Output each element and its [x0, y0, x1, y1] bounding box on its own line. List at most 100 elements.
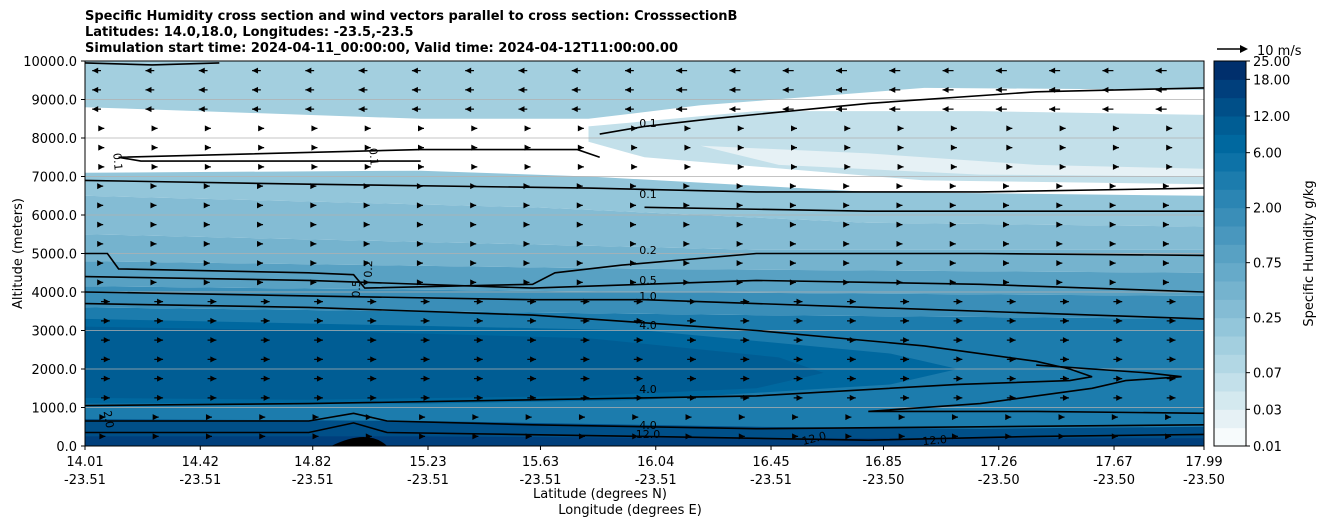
wind-arrow-r4-c14	[846, 356, 856, 363]
wind-arrow-r4-c10	[633, 356, 643, 363]
wind-arrow-r3-c8	[527, 375, 537, 382]
wind-arrow-r7-c20	[1166, 298, 1176, 305]
wind-arrow-r16-c2	[204, 125, 211, 132]
colorbar-band-12	[1214, 207, 1246, 227]
wind-arrow-r1-c0	[99, 414, 106, 421]
wind-arrow-r0-c5	[365, 433, 372, 440]
wind-arrow-r3-c16	[953, 375, 963, 382]
wind-arrow-r3-c12	[740, 375, 750, 382]
wind-arrow-r8-c3	[257, 279, 264, 286]
wind-arrow-r19-c9	[571, 67, 581, 74]
wind-arrow-r2-c15	[900, 394, 910, 401]
wind-arrow-r15-c4	[311, 144, 318, 151]
wind-arrow-r19-c7	[465, 67, 474, 74]
contour-label-6: 0.5	[639, 274, 657, 287]
wind-arrow-r13-c5	[363, 183, 370, 190]
wind-arrow-r7-c2	[207, 298, 217, 305]
wind-arrow-r2-c12	[740, 394, 750, 401]
wind-arrow-r4-c17	[1006, 356, 1016, 363]
wind-arrow-r5-c0	[100, 337, 110, 344]
contour-label-7: 0.5	[350, 280, 364, 298]
wind-arrow-r18-c10	[625, 86, 634, 93]
wind-arrow-r19-c12	[729, 67, 741, 74]
wind-arrow-r14-c15	[897, 163, 904, 170]
wind-arrow-r18-c9	[571, 86, 581, 93]
wind-arrow-r3-c13	[793, 375, 803, 382]
contour-0-1-top-left	[84, 62, 220, 66]
wind-arrow-r19-c17	[995, 67, 1007, 74]
wind-arrow-r15-c17	[1006, 144, 1013, 151]
wind-arrow-r15-c11	[684, 144, 691, 151]
wind-arrow-r18-c0	[92, 86, 101, 93]
x-tick-lat-8: 17.26	[980, 455, 1017, 470]
wind-arrow-r12-c7	[470, 202, 477, 209]
wind-arrow-r7-c10	[633, 298, 643, 305]
wind-arrow-r11-c9	[576, 221, 583, 228]
wind-arrow-r6-c15	[900, 317, 910, 324]
wind-arrow-r19-c6	[411, 67, 421, 74]
wind-arrow-r0-c2	[205, 433, 212, 440]
wind-arrow-r15-c8	[524, 144, 531, 151]
x-tick-lat-1: 14.42	[182, 455, 219, 470]
wind-arrow-r11-c19	[1109, 221, 1116, 228]
wind-arrow-r4-c2	[207, 356, 217, 363]
wind-arrow-r19-c13	[782, 67, 794, 74]
wind-arrow-r11-c15	[896, 221, 903, 228]
wind-arrow-r17-c14	[835, 106, 847, 113]
wind-arrow-r13-c13	[789, 183, 796, 190]
wind-arrow-r5-c3	[260, 337, 270, 344]
wind-arrow-r18-c19	[1102, 86, 1114, 93]
wind-arrow-r13-c15	[896, 183, 903, 190]
wind-arrow-r4-c5	[367, 356, 377, 363]
wind-arrow-r13-c19	[1109, 183, 1116, 190]
wind-arrow-r6-c18	[1060, 317, 1069, 324]
wind-arrow-r9-c2	[203, 260, 210, 267]
wind-arrow-r19-c18	[1049, 67, 1061, 74]
wind-arrow-r1-c18	[1058, 414, 1065, 421]
x-tick-lon-2: -23.51	[292, 473, 334, 488]
wind-arrow-r18-c15	[889, 86, 901, 93]
wind-arrow-r5-c6	[420, 337, 430, 344]
wind-arrow-r11-c4	[310, 221, 317, 228]
colorbar-band-14	[1214, 171, 1246, 190]
wind-arrow-r12-c4	[310, 202, 317, 209]
wind-arrow-r10-c11	[683, 240, 690, 247]
wind-arrow-r17-c1	[145, 106, 155, 113]
wind-arrow-r4-c16	[953, 356, 963, 363]
colorbar-label-5: 2.00	[1253, 202, 1282, 217]
colorbar-title: Specific Humidity g/kg	[1302, 180, 1317, 326]
wind-arrow-r4-c4	[314, 356, 323, 363]
wind-arrow-r9-c3	[257, 260, 264, 267]
wind-arrow-r10-c8	[523, 240, 530, 247]
wind-arrow-r8-c9	[576, 279, 583, 286]
wind-arrow-r3-c6	[420, 375, 430, 382]
contour-0-1-lower	[644, 206, 1204, 212]
wind-arrow-r16-c6	[418, 125, 424, 132]
wind-arrow-r14-c6	[418, 163, 424, 170]
wind-arrow-r18-c13	[782, 86, 794, 93]
wind-arrow-r5-c14	[846, 337, 856, 344]
band-moist-core	[85, 326, 824, 400]
wind-arrow-r18-c17	[995, 86, 1007, 93]
x-tick-lat-4: 15.63	[522, 455, 559, 470]
contour-0-1-top-right	[599, 87, 1205, 135]
wind-arrow-r15-c14	[844, 144, 851, 151]
wind-arrow-r2-c18	[1060, 394, 1069, 401]
x-tick-lat-7: 16.85	[865, 455, 902, 470]
wind-arrow-r18-c11	[676, 86, 688, 93]
wind-arrow-r2-c4	[314, 394, 323, 401]
wind-arrow-r11-c17	[1003, 221, 1010, 228]
wind-arrow-r2-c5	[367, 394, 377, 401]
colorbar-band-11	[1214, 226, 1246, 245]
wind-arrow-r10-c1	[150, 240, 157, 247]
wind-arrow-r3-c2	[207, 375, 217, 382]
wind-arrow-r13-c12	[736, 183, 743, 190]
wind-arrow-r9-c0	[97, 260, 104, 267]
colorbar-band-17	[1214, 116, 1246, 135]
wind-arrow-r17-c12	[729, 106, 741, 113]
wind-arrow-r2-c3	[260, 394, 270, 401]
wind-arrow-r15-c16	[950, 144, 957, 151]
wind-arrow-r0-c15	[898, 433, 905, 440]
contour-label-14: 12.0	[801, 429, 828, 448]
wind-arrow-r13-c20	[1162, 183, 1169, 190]
